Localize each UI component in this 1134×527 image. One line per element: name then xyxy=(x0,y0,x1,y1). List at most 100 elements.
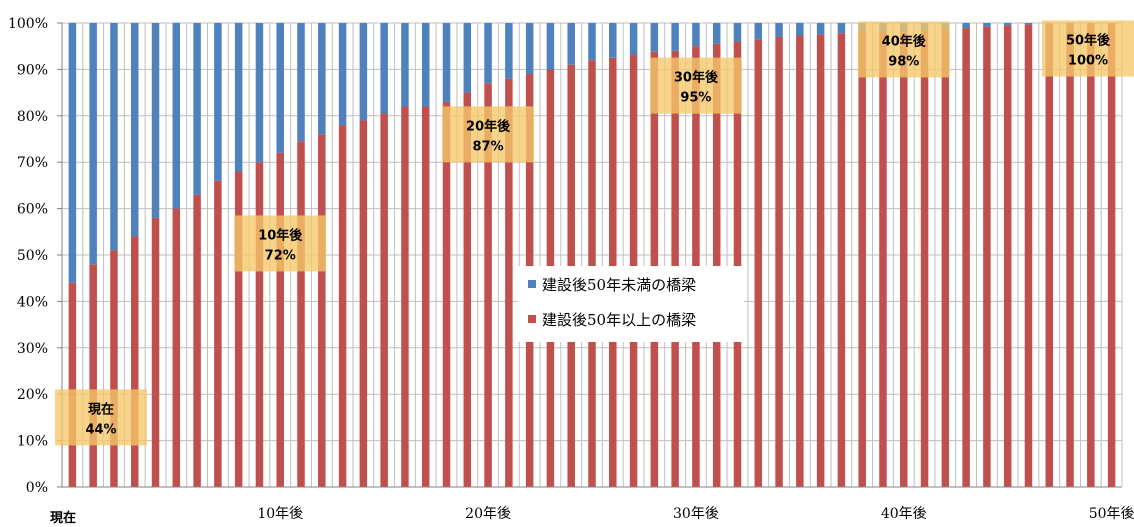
bar-over-50-years xyxy=(733,41,742,488)
bar-over-50-years xyxy=(442,101,451,487)
y-tick-label: 70% xyxy=(17,155,48,171)
bar-under-50-years xyxy=(110,23,118,251)
annotation-callout: 40年後 98% xyxy=(857,21,950,78)
bar-over-50-years xyxy=(1003,25,1012,487)
bar-under-50-years xyxy=(338,23,347,126)
bar-under-50-years xyxy=(505,23,513,79)
bar-over-50-years xyxy=(1045,23,1054,487)
bar-over-50-years xyxy=(359,120,368,487)
bar-over-50-years xyxy=(962,28,970,487)
annotation-value: 44% xyxy=(85,422,116,437)
annotation-box xyxy=(857,21,950,78)
bar-over-50-years xyxy=(172,208,181,487)
bar-under-50-years xyxy=(172,23,181,209)
bar-under-50-years xyxy=(484,23,492,84)
x-tick-label: 40年後 xyxy=(881,506,927,522)
bar-over-50-years xyxy=(421,106,430,488)
bar-over-50-years xyxy=(1087,23,1095,487)
annotation-callout: 現在 44% xyxy=(55,389,147,446)
bar-over-50-years xyxy=(1107,23,1116,487)
annotation-value: 98% xyxy=(888,54,919,69)
bar-over-50-years xyxy=(130,236,139,487)
bar-under-50-years xyxy=(962,23,970,29)
bar-over-50-years xyxy=(1024,24,1033,488)
annotation-callout: 20年後 87% xyxy=(442,106,535,163)
bar-over-50-years xyxy=(505,78,513,488)
bar-over-50-years xyxy=(484,83,492,487)
bar-over-50-years xyxy=(983,26,991,487)
bar-over-50-years xyxy=(380,113,388,487)
bar-under-50-years xyxy=(318,23,326,135)
bar-under-50-years xyxy=(214,23,222,181)
bar-over-50-years xyxy=(151,217,160,487)
bar-over-50-years xyxy=(1066,23,1074,488)
annotation-value: 87% xyxy=(473,139,504,154)
bar-under-50-years xyxy=(276,23,284,153)
bar-over-50-years xyxy=(879,31,887,488)
bar-under-50-years xyxy=(234,23,243,172)
bar-under-50-years xyxy=(130,23,139,237)
y-tick-label: 30% xyxy=(17,341,48,357)
annotation-label: 50年後 xyxy=(1066,33,1111,49)
bar-under-50-years xyxy=(775,23,783,37)
bar-over-50-years xyxy=(214,180,222,487)
legend-swatch xyxy=(528,280,536,288)
bar-under-50-years xyxy=(255,23,264,163)
y-tick-label: 10% xyxy=(17,434,48,450)
legend-label: 建設後50年未満の橋梁 xyxy=(542,276,696,294)
bar-over-50-years xyxy=(858,32,866,487)
bar-under-50-years xyxy=(546,23,555,70)
bar-under-50-years xyxy=(421,23,430,107)
bar-under-50-years xyxy=(692,23,700,47)
x-axis-ticks: 現在 10年後 20年後 30年後 40年後 50年後 xyxy=(50,506,1134,526)
bar-over-50-years xyxy=(318,134,326,488)
x-tick-label: 50年後 xyxy=(1089,506,1134,522)
bar-under-50-years xyxy=(567,23,575,65)
bar-over-50-years xyxy=(754,39,763,488)
annotation-label: 40年後 xyxy=(882,33,927,49)
annotation-label: 30年後 xyxy=(674,70,719,86)
bar-under-50-years xyxy=(68,23,77,283)
y-tick-label: 90% xyxy=(17,62,48,78)
x-tick-label: 30年後 xyxy=(673,506,719,522)
y-tick-label: 20% xyxy=(17,387,48,403)
bar-over-50-years xyxy=(338,125,347,487)
bar-under-50-years xyxy=(359,23,368,121)
bar-over-50-years xyxy=(463,92,472,487)
bar-under-50-years xyxy=(297,23,305,142)
bar-over-50-years xyxy=(255,162,264,487)
bar-over-50-years xyxy=(816,34,825,488)
bar-over-50-years xyxy=(900,32,908,487)
annotation-label: 現在 xyxy=(88,401,114,417)
bar-over-50-years xyxy=(401,106,409,488)
bar-under-50-years xyxy=(525,23,534,75)
annotation-value: 72% xyxy=(265,248,296,263)
bar-over-50-years xyxy=(712,43,721,487)
bar-under-50-years xyxy=(754,23,763,40)
annotation-callout: 30年後 95% xyxy=(649,57,742,114)
bar-under-50-years xyxy=(650,23,659,52)
legend-swatch xyxy=(528,315,536,323)
y-tick-label: 40% xyxy=(17,294,48,310)
x-tick-label: 現在 xyxy=(50,510,76,526)
annotation-label: 20年後 xyxy=(466,118,511,134)
bar-under-50-years xyxy=(193,23,201,195)
bar-under-50-years xyxy=(151,23,160,218)
legend-label: 建設後50年以上の橋梁 xyxy=(542,311,696,329)
bar-over-50-years xyxy=(276,152,284,488)
bar-over-50-years xyxy=(234,171,243,488)
bar-under-50-years xyxy=(588,23,596,61)
annotation-box xyxy=(1042,20,1134,77)
x-tick-label: 20年後 xyxy=(465,506,511,522)
bar-under-50-years xyxy=(1003,23,1012,26)
bar-under-50-years xyxy=(380,23,388,114)
y-axis-ticks: 0% 10% 20% 30% 40% 50% 60% 70% 80% 90% 100% xyxy=(8,16,62,496)
bar-over-50-years xyxy=(297,141,305,487)
annotations: 現在 44% 10年後 72% 20年後 87% 30年後 95% 40年後 98% 50年後 100… xyxy=(55,20,1134,446)
bar-under-50-years xyxy=(629,23,638,55)
annotation-box xyxy=(649,57,742,114)
bar-over-50-years xyxy=(193,194,201,487)
bar-under-50-years xyxy=(401,23,409,107)
